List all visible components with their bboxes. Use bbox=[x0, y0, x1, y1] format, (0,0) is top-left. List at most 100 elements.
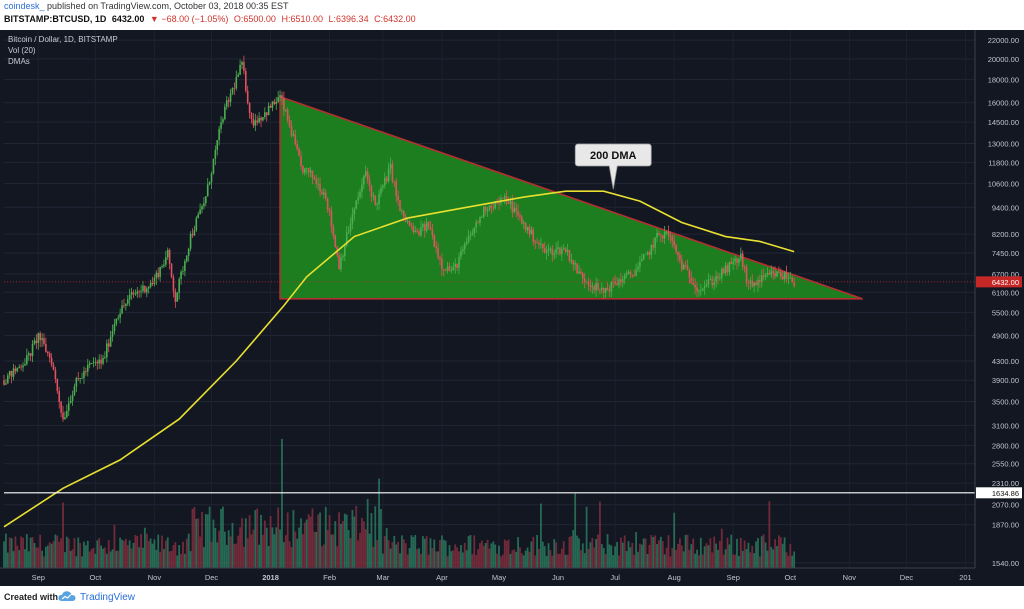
candle-body bbox=[656, 233, 658, 238]
time-tick-label: 201 bbox=[959, 573, 972, 582]
candle-body bbox=[45, 343, 47, 352]
candle-body bbox=[448, 266, 451, 271]
candle-body bbox=[768, 273, 771, 275]
tradingview-cloud-icon bbox=[58, 589, 76, 608]
volume-bar bbox=[223, 531, 226, 568]
volume-bar bbox=[159, 551, 162, 568]
candle-body bbox=[473, 227, 476, 234]
volume-bar bbox=[151, 543, 154, 568]
candle-body bbox=[284, 109, 287, 111]
volume-bar bbox=[627, 541, 630, 568]
candle-body bbox=[102, 357, 104, 364]
price-chart[interactable]: 22000.00 20000.00 18000.00 16000.00 14500.00… bbox=[0, 30, 1024, 586]
price-tick-label: 2070.00 bbox=[992, 501, 1019, 510]
volume-bar bbox=[48, 542, 51, 568]
volume-bar bbox=[60, 537, 63, 568]
candle-body bbox=[366, 171, 369, 180]
candle-body bbox=[229, 93, 232, 102]
candle-body bbox=[300, 156, 302, 166]
volume-bar bbox=[745, 549, 748, 568]
candle-body bbox=[764, 275, 767, 277]
volume-bar bbox=[372, 546, 375, 568]
volume-bar bbox=[290, 547, 293, 568]
volume-bar bbox=[482, 545, 485, 568]
candle-body bbox=[521, 216, 523, 224]
callout-bubble bbox=[574, 143, 652, 190]
volume-bar bbox=[222, 506, 224, 568]
candle-body bbox=[570, 260, 573, 262]
candle-body bbox=[517, 210, 519, 216]
volume-bar bbox=[713, 536, 716, 568]
price-change: ▼ −68.00 (−1.05%) bbox=[149, 14, 229, 24]
volume-bar bbox=[621, 542, 624, 568]
candle-body bbox=[524, 222, 527, 231]
volume-bar bbox=[168, 551, 171, 568]
candle-body bbox=[385, 177, 388, 181]
candle-body bbox=[785, 272, 788, 279]
candle-body bbox=[682, 265, 685, 270]
candle-body bbox=[313, 177, 316, 180]
volume-bar bbox=[682, 551, 685, 568]
callout-text: 200 DMA bbox=[590, 150, 637, 162]
volume-bar bbox=[273, 534, 276, 568]
ohlc-row: BITSTAMP:BTCUSD, 1D 6432.00 ▼ −68.00 (−1… bbox=[4, 14, 419, 24]
volume-bar bbox=[239, 527, 241, 568]
candle-body bbox=[484, 206, 487, 212]
volume-bar bbox=[343, 513, 346, 568]
volume-bar bbox=[393, 535, 396, 568]
volume-bar bbox=[665, 547, 668, 568]
volume-bar bbox=[92, 547, 95, 568]
price-tick-label: 22000.00 bbox=[988, 36, 1019, 45]
volume-bar bbox=[64, 552, 66, 568]
volume-bar bbox=[673, 512, 676, 568]
volume-bar bbox=[374, 506, 377, 568]
candle-body bbox=[526, 227, 529, 231]
volume-bar bbox=[136, 536, 139, 568]
candle-body bbox=[256, 120, 259, 123]
candle-body bbox=[743, 266, 746, 268]
candle-body bbox=[165, 257, 167, 265]
candle-body bbox=[749, 280, 752, 284]
time-axis[interactable]: Sep Oct Nov Dec 2018 Feb Mar Apr May Jun Jul Aug Sep… bbox=[0, 567, 975, 582]
price-tick-label: 20000.00 bbox=[988, 55, 1019, 64]
volume-bar bbox=[469, 534, 472, 568]
candle-body bbox=[751, 280, 754, 287]
candle-body bbox=[486, 210, 489, 212]
volume-bar bbox=[227, 530, 230, 568]
price-axis[interactable]: 22000.00 20000.00 18000.00 16000.00 14500.00… bbox=[974, 30, 1024, 586]
volume-bar bbox=[707, 545, 710, 568]
volume-bar bbox=[538, 548, 540, 568]
volume-bar bbox=[619, 537, 622, 568]
volume-bar bbox=[56, 535, 59, 568]
volume-bar bbox=[387, 540, 390, 568]
volume-bar bbox=[760, 536, 763, 568]
candle-body bbox=[635, 269, 637, 276]
candle-body bbox=[33, 340, 36, 344]
candle-body bbox=[667, 231, 670, 236]
candle-body bbox=[720, 268, 723, 278]
author-link[interactable]: coindesk_ bbox=[4, 1, 45, 11]
candle-body bbox=[239, 64, 241, 75]
volume-bar bbox=[524, 550, 527, 568]
volume-bar bbox=[349, 538, 352, 568]
candle-body bbox=[601, 287, 603, 290]
volume-bar bbox=[661, 541, 664, 568]
volume-bar bbox=[138, 547, 141, 568]
candle-body bbox=[608, 289, 611, 292]
candle-body bbox=[559, 247, 561, 255]
candle-body bbox=[117, 317, 120, 319]
volume-bar bbox=[345, 514, 348, 568]
volume-bar bbox=[248, 515, 251, 568]
tradingview-brand[interactable]: TradingView bbox=[80, 592, 136, 603]
candle-body bbox=[522, 222, 525, 224]
volume-bar bbox=[262, 534, 264, 568]
candle-body bbox=[321, 191, 323, 195]
candle-body bbox=[296, 144, 299, 150]
candle-body bbox=[616, 283, 618, 285]
candle-body bbox=[380, 187, 382, 194]
volume-bar bbox=[277, 507, 280, 568]
volume-bar bbox=[380, 509, 382, 568]
volume-bar bbox=[768, 501, 771, 568]
volume-bar bbox=[473, 535, 476, 568]
chart-area[interactable]: 22000.00 20000.00 18000.00 16000.00 14500.00… bbox=[0, 30, 1024, 586]
